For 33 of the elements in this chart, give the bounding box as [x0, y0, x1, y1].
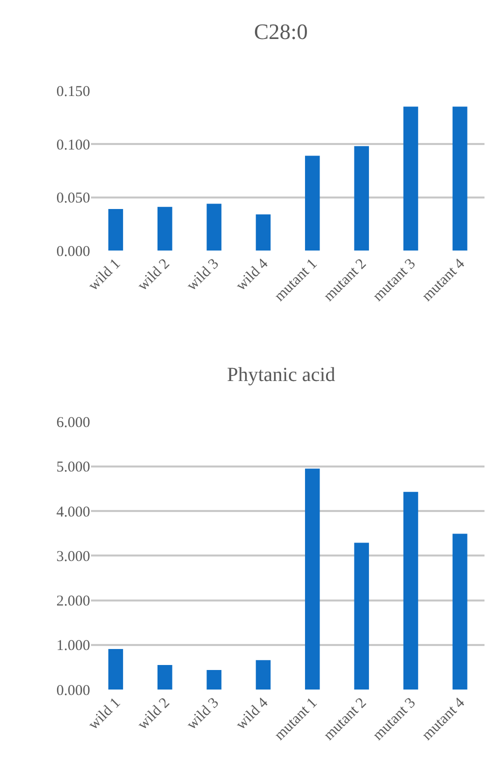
bar: [157, 206, 172, 251]
x-tick-label: wild 3: [184, 694, 222, 734]
bar: [403, 106, 418, 251]
y-tick-label: 0.050: [56, 190, 90, 207]
y-tick-label: 0.100: [56, 137, 90, 154]
y-tick-label: 6.000: [56, 415, 90, 432]
bar: [354, 146, 369, 251]
bar: [452, 106, 468, 251]
bar: [108, 648, 124, 690]
chart-title: Phytanic acid: [227, 364, 336, 386]
bar: [354, 542, 369, 690]
bar: [452, 534, 468, 690]
bar: [256, 214, 271, 251]
bar: [305, 156, 320, 251]
chart-title: C28:0: [254, 19, 308, 44]
bar: [206, 670, 222, 690]
bar: [305, 468, 320, 690]
y-tick-label: 3.000: [56, 548, 90, 565]
bar: [206, 204, 222, 251]
x-tick-label: wild 3: [184, 256, 222, 294]
bar: [108, 209, 124, 251]
x-tick-label: wild 2: [134, 256, 173, 294]
y-tick-label: 1.000: [56, 638, 90, 654]
bar: [157, 665, 172, 690]
bar: [403, 492, 418, 690]
bar: [256, 660, 271, 690]
y-tick-label: 4.000: [56, 504, 90, 520]
y-tick-label: 5.000: [56, 460, 90, 476]
x-tick-label: wild 4: [233, 256, 272, 294]
y-tick-label: 0.150: [56, 84, 90, 100]
y-tick-label: 2.000: [56, 594, 90, 610]
x-tick-label: wild 2: [134, 694, 173, 734]
x-tick-label: wild 4: [233, 694, 272, 734]
